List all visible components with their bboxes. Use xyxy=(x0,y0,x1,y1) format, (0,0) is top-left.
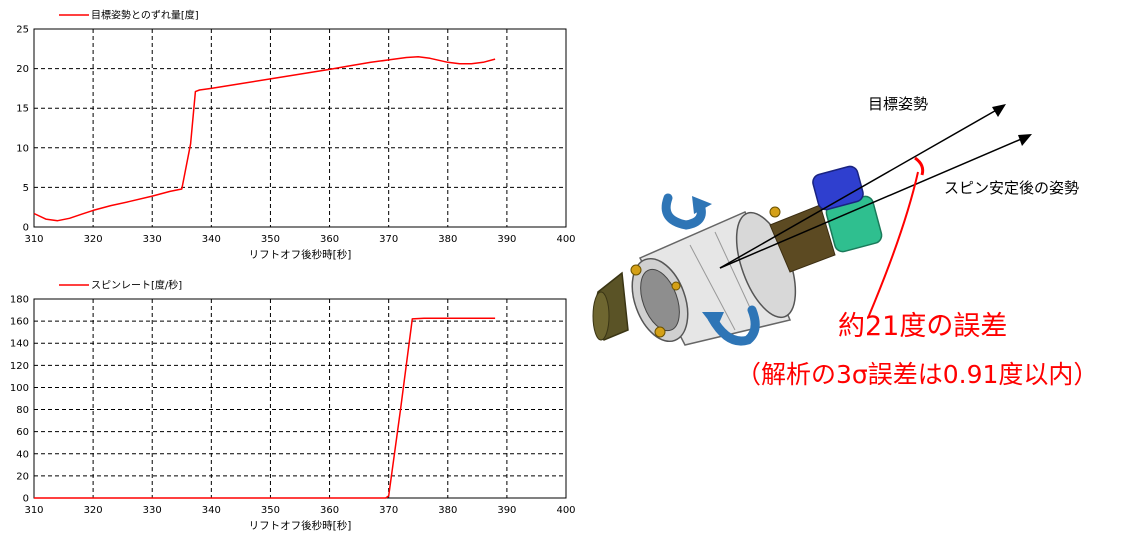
gold-fitting xyxy=(630,264,642,276)
y-tick-label: 5 xyxy=(23,183,29,194)
x-tick-label: 400 xyxy=(556,234,575,245)
x-tick-label: 370 xyxy=(379,234,398,245)
body-front-face xyxy=(640,268,680,332)
x-tick-label: 350 xyxy=(261,505,280,516)
y-tick-label: 20 xyxy=(16,471,29,482)
x-axis-label: リフトオフ後秒時[秒] xyxy=(249,248,352,261)
x-tick-label: 370 xyxy=(379,505,398,516)
y-tick-label: 60 xyxy=(16,427,29,438)
y-tick-label: 140 xyxy=(10,339,29,350)
gold-fitting xyxy=(671,281,681,291)
error-main-caption: 約21度の誤差 xyxy=(838,311,1008,342)
x-tick-label: 360 xyxy=(320,505,339,516)
x-tick-label: 320 xyxy=(84,505,103,516)
spin-attitude-arrowhead xyxy=(1018,134,1032,146)
x-tick-label: 310 xyxy=(24,234,43,245)
spin-arrow-top xyxy=(661,193,706,230)
spin-attitude-vector xyxy=(719,136,1027,269)
x-tick-label: 340 xyxy=(202,505,221,516)
y-tick-label: 0 xyxy=(23,223,29,234)
spin-rate-chart: 0 20 40 60 80 100 120 140 160 180 310 320 330 340 350 3… xyxy=(10,279,576,533)
x-tick-label: 320 xyxy=(84,234,103,245)
x-tick-label: 350 xyxy=(261,234,280,245)
x-tick-label: 330 xyxy=(143,505,162,516)
gold-fitting xyxy=(769,206,781,218)
spin-arrow-top-head xyxy=(692,196,712,214)
y-tick-label: 180 xyxy=(10,295,29,306)
target-attitude-arrowhead xyxy=(992,104,1006,117)
target-attitude-label: 目標姿勢 xyxy=(868,95,929,113)
plot-area xyxy=(33,28,567,228)
error-sub-caption: （解析の3σ誤差は0.91度以内） xyxy=(736,360,1099,389)
adapter-truss xyxy=(769,204,836,273)
gold-fitting xyxy=(654,326,666,338)
x-axis-label: リフトオフ後秒時[秒] xyxy=(249,519,352,532)
y-tick-label: 15 xyxy=(16,104,29,115)
y-tick-label: 40 xyxy=(16,449,29,460)
x-tick-label: 330 xyxy=(143,234,162,245)
body-panel-line xyxy=(689,244,736,331)
y-tick-label: 20 xyxy=(16,64,29,75)
legend-label: スピンレート[度/秒] xyxy=(91,279,182,292)
y-tick-label: 100 xyxy=(10,383,29,394)
x-tick-label: 340 xyxy=(202,234,221,245)
x-tick-label: 380 xyxy=(438,505,457,516)
y-tick-label: 120 xyxy=(10,361,29,372)
x-tick-label: 360 xyxy=(320,234,339,245)
data-series-line xyxy=(34,317,496,499)
y-tick-label: 160 xyxy=(10,317,29,328)
legend-label: 目標姿勢とのずれ量[度] xyxy=(91,9,199,22)
x-tick-label: 380 xyxy=(438,234,457,245)
y-tick-label: 25 xyxy=(16,25,29,36)
spin-arrow-bottom-head xyxy=(702,312,724,330)
x-tick-label: 390 xyxy=(497,234,516,245)
spin-attitude-label: スピン安定後の姿勢 xyxy=(944,179,1080,197)
blue-module xyxy=(812,165,864,211)
x-tick-label: 400 xyxy=(556,505,575,516)
plot-area xyxy=(33,298,567,499)
x-tick-label: 390 xyxy=(497,505,516,516)
x-tick-label: 310 xyxy=(24,505,43,516)
spin-arrow-bottom xyxy=(707,305,760,346)
y-tick-label: 80 xyxy=(16,405,29,416)
error-angle-arc xyxy=(914,156,925,176)
error-callout-line xyxy=(867,171,919,319)
y-tick-label: 10 xyxy=(16,143,29,154)
attitude-error-chart: 0 5 10 15 20 25 310 320 330 340 350 360 370 380 390 400… xyxy=(16,9,575,262)
data-series-line xyxy=(33,55,496,222)
spacecraft-illustration xyxy=(592,165,883,346)
target-attitude-vector xyxy=(719,107,1001,269)
y-tick-label: 0 xyxy=(23,494,29,505)
nozzle-exit xyxy=(592,291,610,341)
